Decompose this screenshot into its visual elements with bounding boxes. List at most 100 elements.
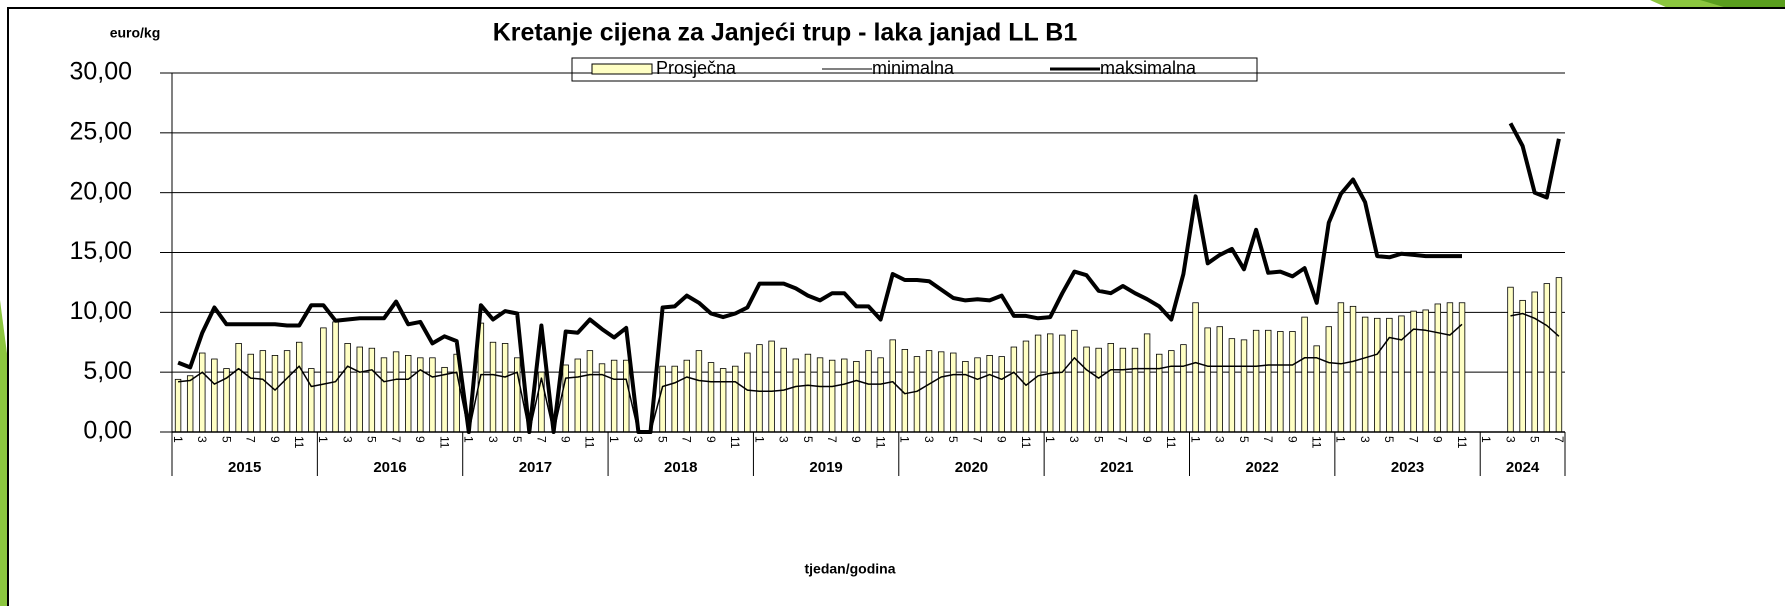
- bar: [1071, 329, 1078, 433]
- bar: [1361, 316, 1369, 433]
- x-tick-label: 3: [1213, 436, 1227, 443]
- x-group-label: 2018: [664, 459, 697, 476]
- bar: [901, 349, 909, 433]
- bar: [562, 364, 569, 433]
- x-tick-label: 9: [1140, 436, 1154, 443]
- legend-box: [571, 57, 1258, 82]
- x-group-label: 2024: [1506, 459, 1540, 476]
- chart-title: Kretanje cijena za Janjeći trup - laka j…: [493, 19, 1078, 47]
- bar: [1095, 347, 1102, 433]
- bar: [235, 343, 242, 433]
- x-tick-label: 1: [1479, 436, 1493, 443]
- x-tick-label: 11: [728, 436, 742, 449]
- y-tick-label: 25,00: [69, 117, 132, 145]
- x-tick-label: 7: [1116, 436, 1130, 443]
- x-tick-label: 5: [365, 436, 379, 443]
- bar: [247, 353, 254, 433]
- bar: [756, 344, 763, 433]
- bar: [174, 378, 182, 433]
- bar: [283, 350, 291, 433]
- x-tick-label: 7: [1261, 436, 1275, 443]
- bar: [295, 341, 303, 433]
- x-tick-label: 5: [219, 436, 233, 443]
- bar: [368, 347, 376, 433]
- x-group-label: 2017: [519, 459, 552, 476]
- bar: [1156, 353, 1163, 433]
- bar: [259, 350, 267, 433]
- x-tick-label: 11: [873, 436, 887, 449]
- x-tick-label: 9: [413, 436, 427, 443]
- bar: [489, 341, 497, 433]
- x-tick-label: 3: [1358, 436, 1372, 443]
- x-tick-label: 7: [825, 436, 839, 443]
- bar: [913, 356, 921, 433]
- bar: [1458, 302, 1466, 433]
- bar: [610, 359, 618, 433]
- y-tick-label: 15,00: [69, 237, 132, 265]
- bar: [514, 357, 521, 433]
- bar: [271, 355, 279, 433]
- bar: [853, 360, 860, 433]
- x-tick-label: 3: [195, 436, 209, 443]
- x-group-label: 2020: [955, 459, 988, 476]
- x-tick-label: 5: [655, 436, 669, 443]
- bar: [1422, 309, 1429, 433]
- x-tick-label: 9: [1285, 436, 1299, 443]
- bar: [1507, 286, 1514, 433]
- y-tick-label: 5,00: [83, 357, 132, 385]
- x-tick-label: 7: [389, 436, 403, 443]
- x-tick-label: 11: [437, 436, 451, 449]
- bar: [889, 339, 896, 433]
- x-tick-label: 3: [922, 436, 936, 443]
- x-tick-label: 11: [583, 436, 597, 449]
- bar: [417, 357, 424, 433]
- bar: [1398, 315, 1405, 433]
- bar: [1543, 283, 1551, 433]
- bar: [501, 343, 509, 433]
- bar: [186, 375, 194, 433]
- bar: [768, 340, 775, 433]
- x-tick-label: 3: [1067, 436, 1081, 443]
- legend-swatch: [591, 63, 653, 75]
- x-tick-label: 11: [1455, 436, 1469, 449]
- bar: [695, 350, 703, 433]
- x-tick-label: 1: [898, 436, 912, 443]
- x-tick-label: 7: [970, 436, 984, 443]
- x-tick-label: 11: [292, 436, 306, 449]
- x-tick-label: 5: [1091, 436, 1105, 443]
- bar: [380, 357, 388, 433]
- line: [178, 312, 1560, 433]
- bar: [1446, 302, 1454, 433]
- bar: [586, 350, 594, 433]
- x-tick-label: 1: [1043, 436, 1057, 443]
- x-group-label: 2022: [1245, 459, 1278, 476]
- bar: [865, 350, 872, 433]
- x-tick-label: 3: [340, 436, 354, 443]
- bar: [1143, 333, 1151, 433]
- x-group-label: 2023: [1391, 459, 1424, 476]
- x-tick-label: 9: [995, 436, 1009, 443]
- bar: [974, 357, 981, 433]
- bar: [1228, 338, 1236, 433]
- bar: [1022, 340, 1030, 433]
- bar: [659, 365, 666, 433]
- bar: [199, 352, 206, 433]
- x-tick-label: 1: [171, 436, 185, 443]
- bar: [1434, 303, 1442, 433]
- bar: [804, 353, 812, 433]
- bar: [1034, 334, 1042, 433]
- x-tick-label: 5: [1237, 436, 1251, 443]
- legend-label: minimalna: [872, 58, 955, 78]
- x-group-label: 2021: [1100, 459, 1133, 476]
- x-group-label: 2016: [373, 459, 406, 476]
- bar: [441, 366, 448, 433]
- x-tick-label: 1: [607, 436, 621, 443]
- x-tick-label: 1: [1334, 436, 1348, 443]
- bar: [744, 352, 751, 433]
- bar: [623, 359, 630, 433]
- bar: [841, 358, 848, 433]
- bar: [392, 351, 400, 433]
- bar: [828, 359, 836, 433]
- x-tick-label: 1: [462, 436, 476, 443]
- x-tick-label: 5: [510, 436, 524, 443]
